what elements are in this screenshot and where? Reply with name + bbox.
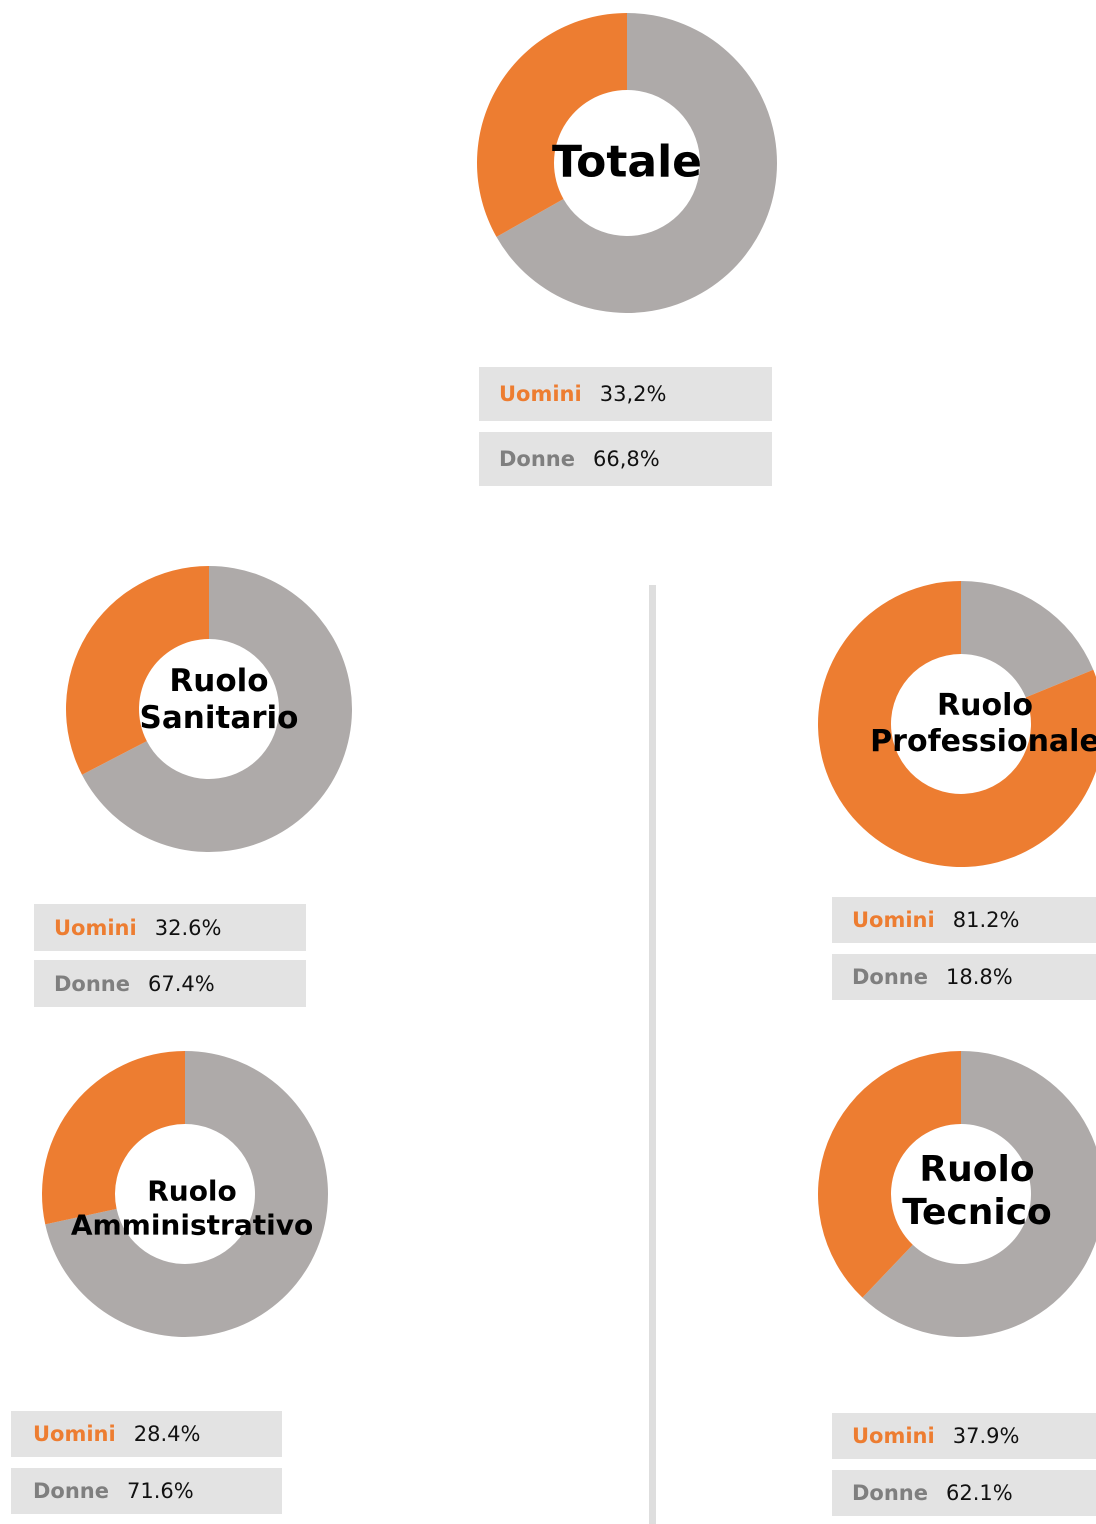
donut-center-label: Ruolo Professionale: [870, 688, 1096, 759]
donut-center-label: Ruolo Amministrativo: [70, 1174, 314, 1241]
legend-value: 67.4%: [148, 971, 215, 996]
legend-label: Uomini: [33, 1422, 116, 1446]
legend-row: Uomini 81.2%: [832, 897, 1096, 943]
legend-row: Donne 18.8%: [832, 954, 1096, 1000]
legend-row: Uomini 37.9%: [832, 1413, 1096, 1459]
legend-label: Uomini: [499, 382, 582, 406]
legend-label: Uomini: [852, 908, 935, 932]
donut-segment: [66, 566, 209, 775]
donut-center-label: Totale: [551, 136, 703, 188]
donut-segment: [477, 13, 627, 237]
donut-segment: [818, 581, 1096, 867]
donut-segment: [818, 1051, 961, 1298]
donut-segment: [496, 13, 778, 313]
donut-center-label: Ruolo Tecnico: [902, 1148, 1052, 1233]
legend-row: Uomini 32.6%: [34, 904, 306, 951]
legend-label: Uomini: [852, 1424, 935, 1448]
legend-label: Donne: [33, 1479, 110, 1503]
donut-segment: [81, 566, 352, 853]
legend-value: 37.9%: [952, 1424, 1020, 1448]
donut-center-label: Ruolo Sanitario: [139, 662, 299, 736]
legend-row: Donne 66,8%: [479, 432, 772, 486]
legend-label: Donne: [54, 971, 131, 996]
legend-value: 81.2%: [952, 908, 1020, 932]
legend-value: 33,2%: [599, 382, 667, 406]
legend-row: Donne 67.4%: [34, 960, 306, 1007]
donut-segment: [862, 1051, 1096, 1337]
donut-segment: [42, 1051, 185, 1225]
legend-row: Uomini 28.4%: [11, 1411, 282, 1457]
legend-value: 66,8%: [593, 447, 660, 471]
legend-label: Donne: [852, 1481, 929, 1505]
donut-segment: [961, 581, 1094, 698]
legend-row: Donne 71.6%: [11, 1468, 282, 1514]
legend-value: 71.6%: [127, 1479, 194, 1503]
legend-label: Donne: [499, 447, 576, 471]
legend-value: 62.1%: [946, 1481, 1013, 1505]
divider: [649, 585, 656, 1524]
legend-value: 32.6%: [154, 915, 222, 940]
legend-row: Uomini 33,2%: [479, 367, 772, 421]
donut-segment: [45, 1051, 328, 1337]
legend-value: 18.8%: [946, 965, 1013, 989]
legend-value: 28.4%: [133, 1422, 201, 1446]
legend-label: Uomini: [54, 915, 137, 940]
legend-row: Donne 62.1%: [832, 1470, 1096, 1516]
legend-label: Donne: [852, 965, 929, 989]
